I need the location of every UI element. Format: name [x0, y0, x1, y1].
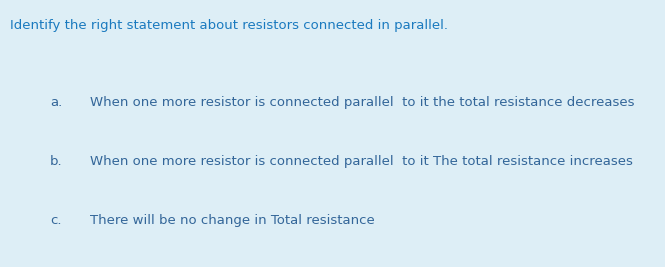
- Text: There will be no change in Total resistance: There will be no change in Total resista…: [90, 214, 374, 227]
- Text: Identify the right statement about resistors connected in parallel.: Identify the right statement about resis…: [10, 19, 448, 32]
- Text: When one more resistor is connected parallel  to it The total resistance increas: When one more resistor is connected para…: [90, 155, 632, 168]
- Text: c.: c.: [50, 214, 61, 227]
- Text: a.: a.: [50, 96, 62, 109]
- Text: When one more resistor is connected parallel  to it the total resistance decreas: When one more resistor is connected para…: [90, 96, 634, 109]
- Text: b.: b.: [50, 155, 63, 168]
